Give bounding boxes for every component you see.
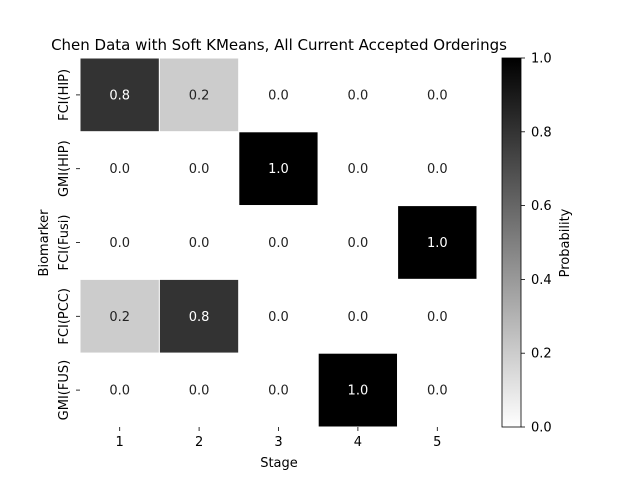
- y-tick-label: GMI(FUS): [57, 360, 72, 421]
- heatmap-cell: [238, 352, 319, 428]
- y-tick-label: FCI(Fusi): [57, 215, 72, 271]
- x-tick-label: 5: [433, 435, 441, 450]
- cell-value-label: 0.0: [189, 236, 210, 251]
- cell-value-label: 0.0: [348, 236, 369, 251]
- y-tick-label: FCI(HIP): [57, 69, 72, 121]
- cell-value-label: 1.0: [348, 384, 369, 399]
- cell-value-label: 0.0: [427, 162, 448, 177]
- cell-value-label: 0.0: [109, 162, 130, 177]
- x-axis-ticks: 1 2 3 4 5: [116, 427, 441, 450]
- heatmap-cell: [158, 205, 240, 280]
- colorbar-label: Probability: [558, 208, 573, 277]
- cell-value-label: 0.8: [189, 310, 210, 325]
- cell-value-label: 0.0: [268, 88, 289, 103]
- cell-value-label: 0.0: [268, 310, 289, 325]
- colorbar-ticks: 0.0 0.2 0.4 0.6 0.8 1.0: [521, 52, 552, 436]
- heatmap-cell: [238, 205, 319, 280]
- heatmap-cell: [397, 205, 478, 280]
- heatmap-cell: [397, 278, 478, 354]
- x-tick-label: 4: [354, 435, 362, 450]
- cell-value-label: 0.2: [109, 310, 130, 325]
- heatmap-cell: [79, 352, 160, 428]
- x-tick-label: 3: [274, 435, 282, 450]
- colorbar: [501, 57, 522, 428]
- y-tick-label: FCI(PCC): [57, 288, 72, 345]
- colorbar-tick-label: 0.2: [531, 347, 552, 362]
- heatmap-cell: [317, 278, 399, 354]
- cell-value-label: 0.0: [109, 384, 130, 399]
- cell-value-label: 1.0: [268, 162, 289, 177]
- cell-value-label: 0.2: [189, 88, 210, 103]
- colorbar-tick-label: 0.0: [531, 421, 552, 436]
- x-tick-label: 1: [116, 435, 124, 450]
- heatmap-cell: [79, 57, 160, 133]
- cell-value-label: 0.0: [189, 162, 210, 177]
- heatmap-cell: [397, 57, 478, 133]
- colorbar-tick-label: 0.6: [531, 199, 552, 214]
- heatmap-cells: [79, 57, 478, 428]
- cell-value-label: 0.0: [348, 310, 369, 325]
- cell-value-label: 0.0: [268, 236, 289, 251]
- heatmap-cell: [158, 352, 240, 428]
- cell-value-labels: 0.8 0.2 0.0 0.0 0.0 0.0 0.0 1.0 0.0 0.0 0.0 0.0 0.0 0…: [109, 88, 447, 398]
- heatmap-cell: [397, 352, 478, 428]
- cell-value-label: 0.0: [109, 236, 130, 251]
- cell-value-label: 0.8: [109, 88, 130, 103]
- colorbar-tick-label: 1.0: [531, 52, 552, 67]
- colorbar-tick-label: 0.8: [531, 125, 552, 140]
- cell-value-label: 0.0: [348, 88, 369, 103]
- cell-value-label: 0.0: [189, 384, 210, 399]
- cell-value-label: 0.0: [427, 384, 448, 399]
- heatmap-cell: [238, 278, 319, 354]
- heatmap-cell: [317, 205, 399, 280]
- cell-value-label: 0.0: [268, 384, 289, 399]
- heatmap-cell: [238, 131, 319, 207]
- y-axis-label: Biomarker: [37, 209, 52, 277]
- heatmap-cell: [79, 131, 160, 207]
- cell-value-label: 0.0: [427, 310, 448, 325]
- x-axis-label: Stage: [260, 456, 298, 471]
- cell-value-label: 0.0: [427, 88, 448, 103]
- colorbar-tick-label: 0.4: [531, 273, 552, 288]
- heatmap-cell: [158, 57, 240, 133]
- cell-value-label: 0.0: [348, 162, 369, 177]
- chart-title: Chen Data with Soft KMeans, All Current …: [51, 36, 507, 54]
- y-tick-label: GMI(HIP): [57, 140, 72, 197]
- y-axis-ticks: FCI(HIP) GMI(HIP) FCI(Fusi) FCI(PCC) GMI(FUS…: [57, 69, 80, 420]
- heatmap-cell: [158, 278, 240, 354]
- heatmap-cell: [397, 131, 478, 207]
- cell-value-label: 1.0: [427, 236, 448, 251]
- heatmap-cell: [317, 57, 399, 133]
- heatmap-cell: [238, 57, 319, 133]
- x-tick-label: 2: [195, 435, 203, 450]
